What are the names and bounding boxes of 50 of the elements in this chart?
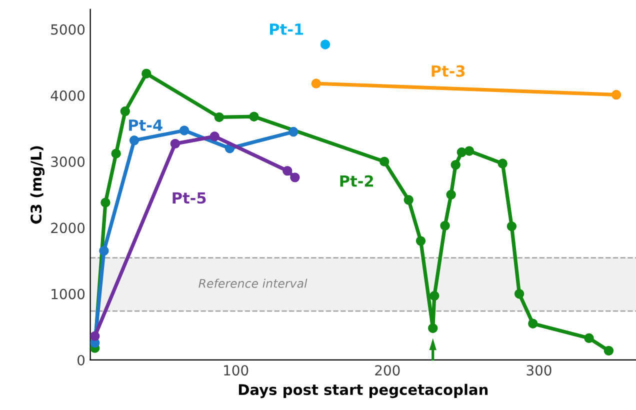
- series-label: Pt-5: [172, 192, 206, 204]
- point: [506, 222, 517, 232]
- point: [464, 146, 474, 156]
- y-tick-label: 3000: [51, 156, 85, 168]
- point: [90, 331, 100, 342]
- y-tick-label: 5000: [51, 24, 85, 35]
- band-label: Reference interval: [198, 278, 308, 288]
- point: [249, 112, 259, 122]
- point: [428, 323, 438, 334]
- point: [611, 90, 622, 100]
- point: [604, 346, 614, 356]
- point: [440, 220, 450, 231]
- y-axis-title: C3 (mg/L): [30, 146, 45, 224]
- point: [311, 78, 322, 88]
- point: [170, 138, 180, 149]
- point: [404, 195, 414, 205]
- series-label: Pt-3: [432, 65, 465, 77]
- point: [498, 158, 508, 168]
- x-axis-title: Days post start pegcetacoplan: [238, 384, 488, 398]
- series-label: Pt-2: [340, 175, 374, 187]
- series-label: Pt-4: [129, 120, 162, 131]
- point: [100, 198, 110, 208]
- point: [380, 156, 390, 166]
- point: [290, 172, 300, 182]
- point: [282, 166, 292, 176]
- series-label: Pt-1: [270, 24, 304, 35]
- point: [450, 160, 460, 170]
- y-tick-label: 0: [78, 354, 85, 366]
- x-tick-label: 300: [526, 365, 552, 376]
- y-tick-label: 4000: [50, 90, 85, 101]
- point: [446, 190, 456, 200]
- x-tick-label: 200: [375, 365, 400, 376]
- point: [584, 333, 594, 344]
- point: [214, 112, 224, 122]
- point: [142, 68, 152, 78]
- point: [99, 246, 109, 256]
- point: [129, 136, 140, 146]
- point: [179, 126, 190, 136]
- point: [320, 40, 330, 50]
- point: [210, 132, 220, 142]
- point: [430, 290, 440, 301]
- y-tick-label: 1000: [52, 288, 85, 300]
- point: [120, 106, 130, 116]
- point: [416, 236, 426, 246]
- point: [288, 126, 298, 137]
- x-tick-label: 100: [224, 365, 248, 376]
- point: [111, 148, 121, 158]
- y-tick-label: 2000: [51, 222, 85, 234]
- point: [528, 318, 538, 328]
- point: [514, 288, 524, 299]
